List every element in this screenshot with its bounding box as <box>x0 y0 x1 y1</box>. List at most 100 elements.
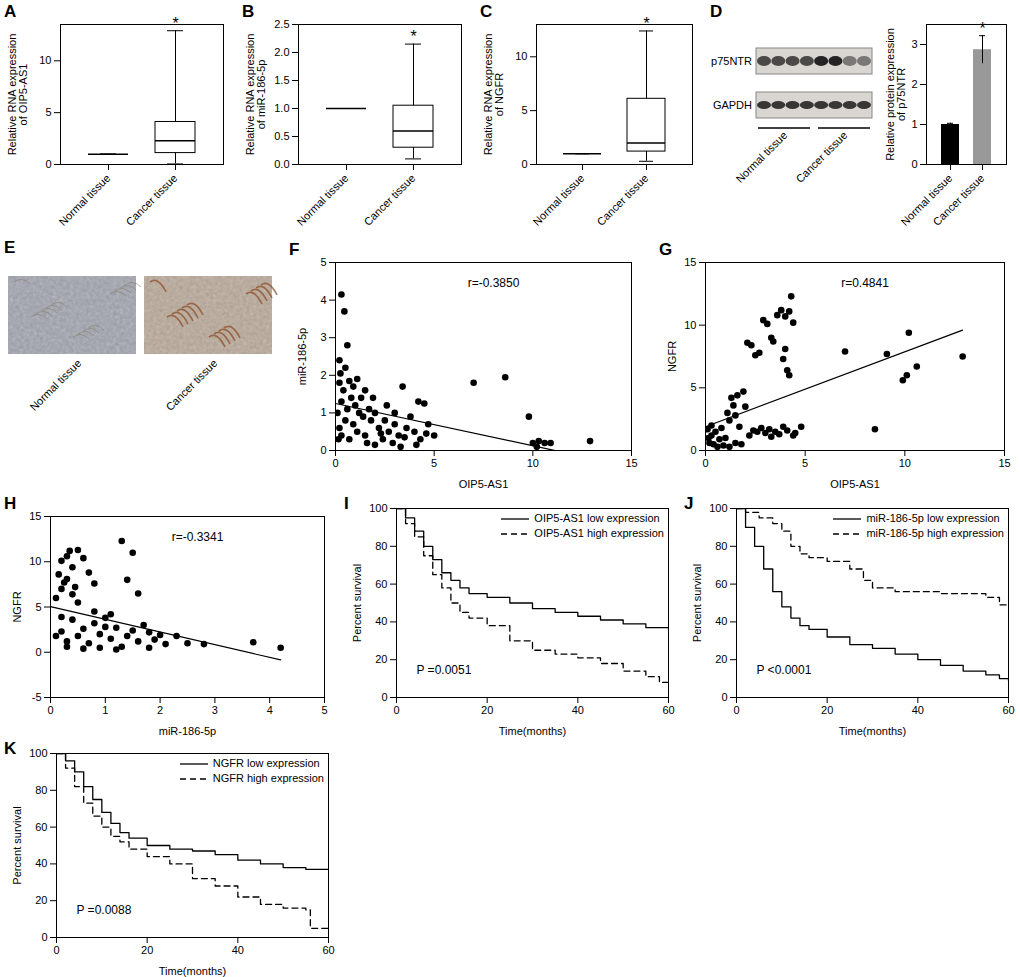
svg-text:40: 40 <box>375 615 387 627</box>
svg-text:Cancer tissue: Cancer tissue <box>594 172 650 228</box>
svg-text:0: 0 <box>690 444 696 456</box>
svg-text:20: 20 <box>141 944 153 956</box>
svg-text:1: 1 <box>320 406 326 418</box>
svg-text:0: 0 <box>702 457 708 469</box>
svg-text:0.0: 0.0 <box>274 158 289 170</box>
svg-text:5: 5 <box>321 704 327 716</box>
svg-text:80: 80 <box>35 784 47 796</box>
svg-text:0: 0 <box>393 704 399 716</box>
svg-text:Normal tissue: Normal tissue <box>733 129 789 185</box>
svg-text:Cancer tissue: Cancer tissue <box>361 172 417 228</box>
svg-text:GAPDH: GAPDH <box>713 99 752 111</box>
svg-text:10: 10 <box>527 457 539 469</box>
svg-text:60: 60 <box>322 944 334 956</box>
svg-text:15: 15 <box>29 510 41 522</box>
svg-text:p75NTR: p75NTR <box>711 55 752 67</box>
svg-text:1: 1 <box>102 704 108 716</box>
svg-text:0: 0 <box>45 158 51 170</box>
svg-text:miR-186-5p: miR-186-5p <box>296 328 308 385</box>
svg-text:Cancer tissue: Cancer tissue <box>930 172 986 228</box>
svg-text:Normal tissue: Normal tissue <box>56 172 112 228</box>
svg-text:0: 0 <box>521 158 527 170</box>
svg-text:Cancer tissue: Cancer tissue <box>163 357 219 413</box>
svg-text:10: 10 <box>899 457 911 469</box>
svg-text:Cancer tissue: Cancer tissue <box>793 129 849 185</box>
svg-text:2: 2 <box>320 369 326 381</box>
svg-text:2.0: 2.0 <box>274 46 289 58</box>
svg-text:80: 80 <box>375 540 387 552</box>
svg-text:5: 5 <box>431 457 437 469</box>
svg-text:*: * <box>410 28 416 45</box>
svg-text:0: 0 <box>35 646 41 658</box>
svg-text:4: 4 <box>320 294 326 306</box>
svg-text:Relative RNA expressionof miR-: Relative RNA expressionof miR-186-5p <box>244 34 267 156</box>
svg-text:0: 0 <box>41 931 47 943</box>
svg-text:3: 3 <box>320 331 326 343</box>
svg-text:1.0: 1.0 <box>274 102 289 114</box>
svg-text:-5: -5 <box>32 691 42 703</box>
svg-text:2: 2 <box>911 78 917 90</box>
svg-text:10: 10 <box>29 555 41 567</box>
svg-text:60: 60 <box>1002 704 1014 716</box>
svg-text:40: 40 <box>715 615 727 627</box>
svg-text:0: 0 <box>911 158 917 170</box>
svg-text:Cancer tissue: Cancer tissue <box>123 172 179 228</box>
svg-text:*: * <box>979 20 985 37</box>
svg-text:miR-186-5p: miR-186-5p <box>159 725 216 737</box>
svg-text:40: 40 <box>912 704 924 716</box>
svg-text:2.5: 2.5 <box>274 18 289 30</box>
svg-text:60: 60 <box>375 578 387 590</box>
svg-text:Relative RNA expressionof OIP5: Relative RNA expressionof OIP5-AS1 <box>6 34 29 156</box>
svg-text:20: 20 <box>481 704 493 716</box>
svg-text:1.5: 1.5 <box>274 74 289 86</box>
svg-text:NGFR: NGFR <box>666 341 678 372</box>
svg-text:Normal tissue: Normal tissue <box>530 172 586 228</box>
svg-text:Normal tissue: Normal tissue <box>294 172 350 228</box>
svg-text:OIP5-AS1: OIP5-AS1 <box>830 478 880 490</box>
svg-text:0: 0 <box>381 691 387 703</box>
svg-text:40: 40 <box>572 704 584 716</box>
svg-text:OIP5-AS1: OIP5-AS1 <box>459 478 509 490</box>
svg-text:0: 0 <box>47 704 53 716</box>
svg-text:20: 20 <box>821 704 833 716</box>
svg-text:20: 20 <box>375 653 387 665</box>
svg-text:*: * <box>172 15 178 32</box>
svg-text:Relative protein expressionof: Relative protein expressionof p75NTR <box>884 28 907 161</box>
svg-text:100: 100 <box>369 502 387 514</box>
svg-text:Percent survival: Percent survival <box>351 564 363 642</box>
svg-text:100: 100 <box>709 502 727 514</box>
svg-text:r=-0.3341: r=-0.3341 <box>172 530 224 544</box>
svg-text:P =0.0051: P =0.0051 <box>417 663 472 677</box>
svg-text:r=0.4841: r=0.4841 <box>841 276 889 290</box>
svg-text:15: 15 <box>998 457 1010 469</box>
svg-text:Time(months): Time(months) <box>839 725 906 737</box>
svg-text:40: 40 <box>232 944 244 956</box>
svg-text:Normal tissue: Normal tissue <box>27 357 83 413</box>
svg-text:P =0.0088: P =0.0088 <box>77 903 132 917</box>
svg-text:40: 40 <box>35 857 47 869</box>
svg-text:r=-0.3850: r=-0.3850 <box>468 276 520 290</box>
svg-text:0: 0 <box>733 704 739 716</box>
svg-text:*: * <box>643 15 649 32</box>
svg-text:60: 60 <box>715 578 727 590</box>
svg-text:2: 2 <box>157 704 163 716</box>
svg-text:10: 10 <box>515 50 527 62</box>
svg-text:NGFR: NGFR <box>11 591 23 622</box>
svg-text:4: 4 <box>267 704 273 716</box>
svg-text:0: 0 <box>320 444 326 456</box>
svg-text:0: 0 <box>721 691 727 703</box>
svg-text:10: 10 <box>684 319 696 331</box>
svg-text:100: 100 <box>29 747 47 759</box>
svg-text:Relative RNA expressionof NGFR: Relative RNA expressionof NGFR <box>482 34 505 156</box>
svg-text:Percent survival: Percent survival <box>11 806 23 884</box>
svg-text:0: 0 <box>53 944 59 956</box>
svg-text:20: 20 <box>35 894 47 906</box>
svg-text:P <0.0001: P <0.0001 <box>757 663 812 677</box>
svg-text:3: 3 <box>212 704 218 716</box>
svg-text:5: 5 <box>320 256 326 268</box>
svg-text:80: 80 <box>715 540 727 552</box>
svg-text:5: 5 <box>35 601 41 613</box>
svg-text:10: 10 <box>39 54 51 66</box>
svg-text:15: 15 <box>625 457 637 469</box>
svg-text:0.5: 0.5 <box>274 130 289 142</box>
